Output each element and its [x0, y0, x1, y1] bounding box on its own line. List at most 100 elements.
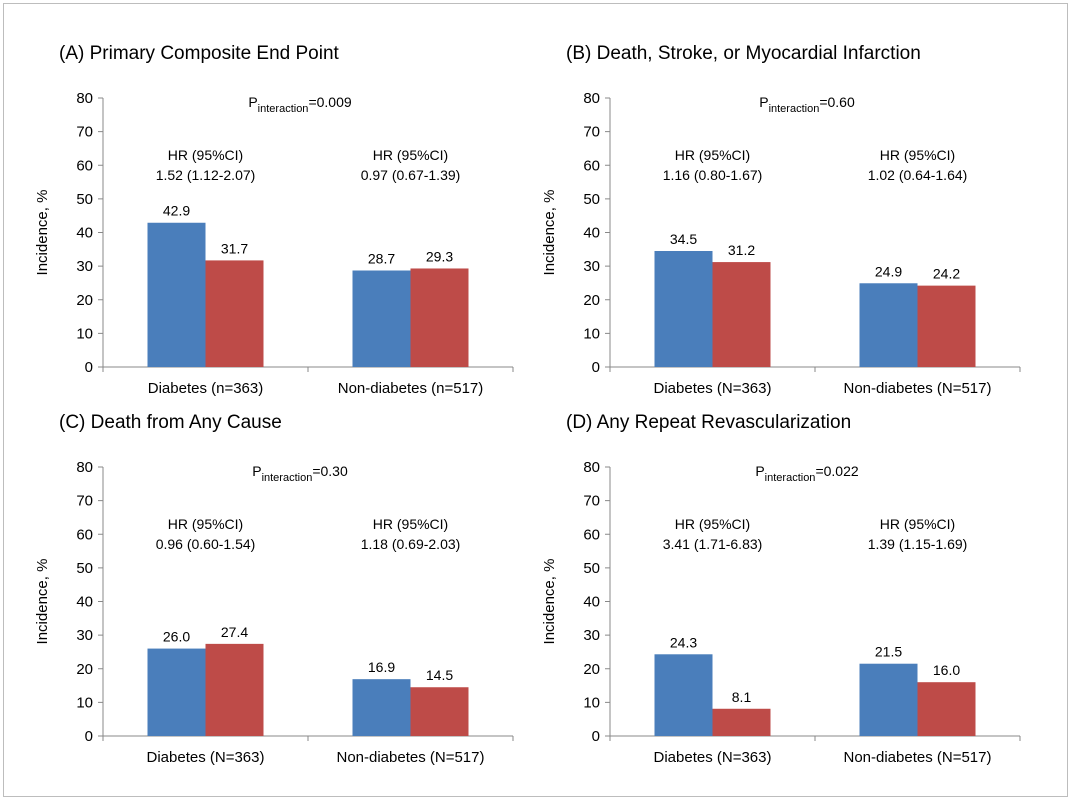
y-tick-label: 10	[583, 694, 600, 711]
y-tick-label: 40	[583, 594, 600, 611]
p-label-subscript: interaction	[262, 472, 313, 484]
x-category-label: Diabetes (N=363)	[654, 749, 772, 766]
p-interaction-label: Pinteraction=0.022	[755, 463, 859, 484]
hr-label-line2: 1.16 (0.80-1.67)	[663, 167, 763, 183]
bar-value-label: 34.5	[670, 231, 697, 247]
y-tick-label: 80	[583, 90, 600, 107]
y-tick-label: 40	[76, 594, 93, 611]
bar-value-label: 8.1	[732, 689, 752, 705]
y-tick-label: 60	[583, 157, 600, 174]
p-label-subscript: interaction	[769, 103, 820, 115]
bar	[352, 270, 411, 367]
y-tick-label: 0	[85, 728, 93, 745]
p-interaction-label: Pinteraction=0.009	[248, 94, 352, 115]
y-tick-label: 50	[583, 191, 600, 208]
bar	[917, 285, 976, 367]
hr-label-line1: HR (95%CI)	[373, 516, 448, 532]
hr-label-line2: 0.97 (0.67-1.39)	[361, 167, 461, 183]
y-tick-label: 70	[583, 124, 600, 141]
hr-label-line1: HR (95%CI)	[675, 516, 750, 532]
hr-label-line1: HR (95%CI)	[675, 147, 750, 163]
bar-value-label: 31.7	[221, 240, 248, 256]
y-axis-label: Incidence, %	[541, 559, 558, 645]
hr-label-line2: 1.39 (1.15-1.69)	[868, 536, 968, 552]
bar-value-label: 14.5	[426, 667, 453, 683]
bar	[654, 250, 713, 367]
p-label-main: P	[755, 463, 764, 479]
bar	[712, 708, 771, 736]
bar-value-label: 16.9	[368, 659, 395, 675]
bar	[205, 260, 264, 367]
x-category-label: Diabetes (N=363)	[147, 749, 265, 766]
y-axis-label: Incidence, %	[34, 559, 51, 645]
p-label-main: P	[248, 94, 257, 110]
y-tick-label: 80	[76, 90, 93, 107]
y-tick-label: 60	[76, 157, 93, 174]
hr-label-line2: 1.02 (0.64-1.64)	[868, 167, 968, 183]
p-label-main: P	[252, 463, 261, 479]
y-tick-label: 10	[76, 694, 93, 711]
bar-value-label: 28.7	[368, 250, 395, 266]
panel-title: (B) Death, Stroke, or Myocardial Infarct…	[566, 43, 921, 64]
p-label-main: P	[759, 94, 768, 110]
p-label-value: =0.30	[312, 463, 348, 479]
x-category-label: Diabetes (N=363)	[654, 380, 772, 397]
y-tick-label: 50	[76, 191, 93, 208]
y-tick-label: 50	[583, 560, 600, 577]
p-interaction-label: Pinteraction=0.60	[759, 94, 855, 115]
hr-label-line1: HR (95%CI)	[168, 516, 243, 532]
y-tick-label: 70	[76, 493, 93, 510]
y-tick-label: 10	[583, 325, 600, 342]
bar-value-label: 16.0	[933, 662, 960, 678]
bar-value-label: 21.5	[875, 644, 902, 660]
x-category-label: Non-diabetes (N=517)	[843, 380, 991, 397]
bar-value-label: 24.9	[875, 263, 902, 279]
hr-label-line1: HR (95%CI)	[373, 147, 448, 163]
y-tick-label: 60	[76, 526, 93, 543]
bar-value-label: 24.2	[933, 266, 960, 282]
bar-value-label: 27.4	[221, 624, 248, 640]
bar	[712, 262, 771, 367]
bar-value-label: 26.0	[163, 629, 190, 645]
x-category-label: Non-diabetes (n=517)	[338, 380, 484, 397]
bar	[859, 283, 918, 367]
y-tick-label: 80	[583, 459, 600, 476]
bar-value-label: 29.3	[426, 248, 453, 264]
p-label-value: =0.60	[819, 94, 855, 110]
p-label-value: =0.009	[308, 94, 351, 110]
p-label-subscript: interaction	[765, 472, 816, 484]
x-category-label: Non-diabetes (N=517)	[336, 749, 484, 766]
bar	[205, 643, 264, 736]
y-tick-label: 0	[85, 359, 93, 376]
chart-panel-b: (B) Death, Stroke, or Myocardial Infarct…	[541, 43, 1021, 397]
hr-label-line2: 3.41 (1.71-6.83)	[663, 536, 763, 552]
y-tick-label: 50	[76, 560, 93, 577]
y-tick-label: 30	[583, 627, 600, 644]
hr-label-line2: 1.52 (1.12-2.07)	[156, 167, 256, 183]
bar	[147, 648, 206, 736]
y-tick-label: 0	[592, 359, 600, 376]
p-interaction-label: Pinteraction=0.30	[252, 463, 348, 484]
panel-title: (C) Death from Any Cause	[59, 412, 282, 433]
panel-title: (D) Any Repeat Revascularization	[566, 412, 851, 433]
y-tick-label: 60	[583, 526, 600, 543]
y-tick-label: 30	[76, 627, 93, 644]
y-tick-label: 70	[76, 124, 93, 141]
y-tick-label: 40	[76, 225, 93, 242]
panel-title: (A) Primary Composite End Point	[59, 43, 340, 64]
y-tick-label: 70	[583, 493, 600, 510]
bar	[147, 222, 206, 367]
x-category-label: Diabetes (n=363)	[148, 380, 264, 397]
hr-label-line2: 1.18 (0.69-2.03)	[361, 536, 461, 552]
y-axis-label: Incidence, %	[541, 190, 558, 276]
y-tick-label: 80	[76, 459, 93, 476]
chart-panel-c: (C) Death from Any Cause 0 10 20 30 40 50 60 70 8…	[34, 412, 514, 766]
y-tick-label: 30	[76, 258, 93, 275]
hr-label-line1: HR (95%CI)	[880, 516, 955, 532]
bar	[654, 654, 713, 736]
p-label-value: =0.022	[815, 463, 858, 479]
bar	[352, 679, 411, 736]
bar-value-label: 24.3	[670, 634, 697, 650]
p-label-subscript: interaction	[258, 103, 309, 115]
